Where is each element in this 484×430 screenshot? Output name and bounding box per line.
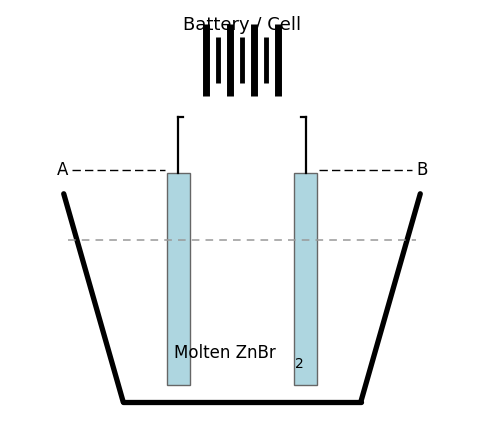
- Text: A: A: [57, 161, 68, 179]
- Text: Battery / Cell: Battery / Cell: [183, 15, 301, 34]
- Text: 2: 2: [295, 356, 303, 371]
- Bar: [294, 172, 318, 385]
- Text: Molten ZnBr: Molten ZnBr: [174, 344, 276, 362]
- Text: B: B: [416, 161, 427, 179]
- Bar: [166, 172, 190, 385]
